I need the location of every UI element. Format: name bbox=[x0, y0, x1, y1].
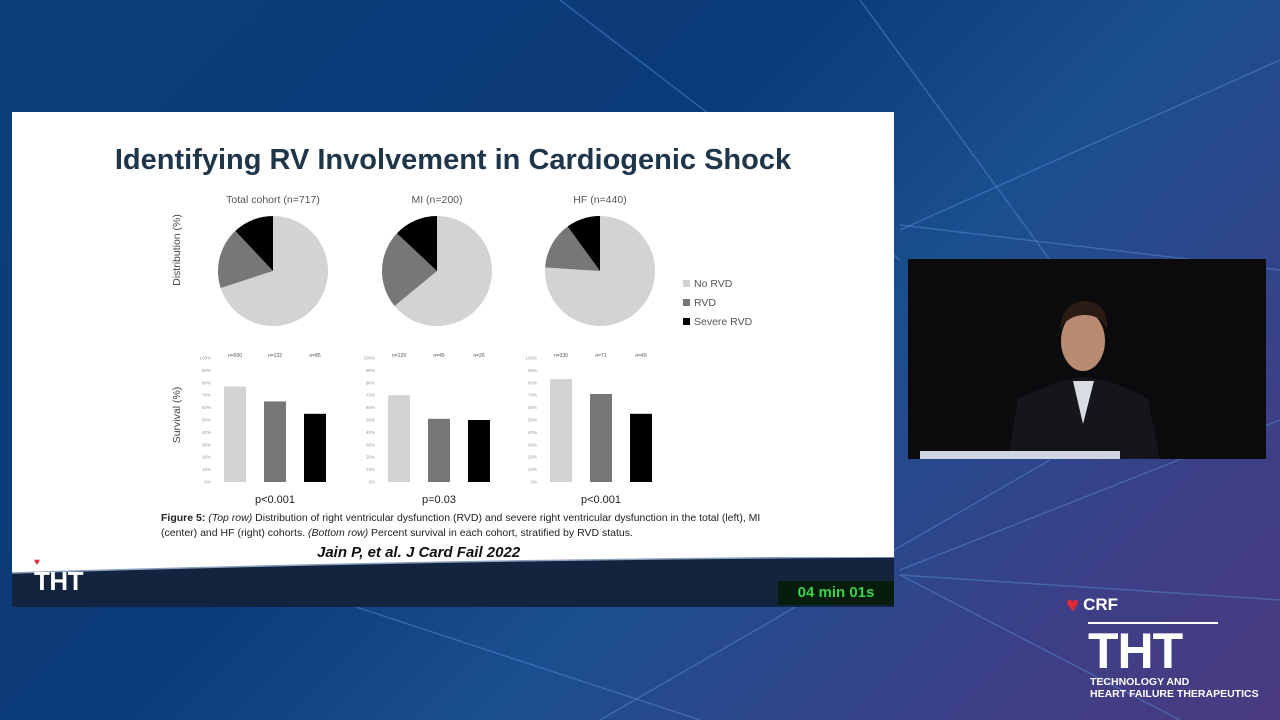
citation: Jain P, et al. J Card Fail 2022 bbox=[317, 544, 521, 561]
bar-y-tick-label: 60% bbox=[202, 405, 211, 410]
bar-y-tick-label: 20% bbox=[528, 455, 537, 460]
bar-y-tick-label: 50% bbox=[366, 418, 375, 423]
speaker-image bbox=[908, 259, 1266, 459]
presentation-slide: Identifying RV Involvement in Cardiogeni… bbox=[12, 112, 894, 607]
pie-slice bbox=[396, 216, 437, 271]
bar-y-tick-label: 30% bbox=[202, 442, 211, 447]
bar-y-tick-label: 40% bbox=[528, 430, 537, 435]
pie-title: MI (n=200) bbox=[411, 194, 462, 206]
survival-bar bbox=[224, 386, 246, 482]
bar-y-tick-label: 0% bbox=[368, 480, 375, 485]
p-value-label: p=0.03 bbox=[422, 494, 456, 506]
bar-y-tick-label: 100% bbox=[525, 356, 537, 361]
figure-caption: Figure 5: (Top row) Distribution of righ… bbox=[161, 511, 761, 541]
pie-slice bbox=[220, 216, 328, 326]
bar-y-tick-label: 10% bbox=[528, 467, 537, 472]
bar-y-tick-label: 90% bbox=[202, 368, 211, 373]
caption-text-1: Distribution of right ventricular dysfun… bbox=[161, 512, 761, 539]
bar-y-tick-label: 90% bbox=[366, 368, 375, 373]
bar-y-tick-label: 20% bbox=[366, 455, 375, 460]
survival-bar bbox=[550, 379, 572, 482]
bar-y-tick-label: 100% bbox=[199, 356, 211, 361]
survival-bar bbox=[304, 413, 326, 482]
bar-y-tick-label: 70% bbox=[366, 393, 375, 398]
survival-bar bbox=[264, 401, 286, 482]
p-value-label: p<0.001 bbox=[255, 494, 295, 506]
figure-charts: Distribution (%) Total cohort (n=717) MI (… bbox=[171, 194, 753, 506]
bar-n-label: n=85 bbox=[309, 353, 320, 359]
crf-text: CRF bbox=[43, 557, 66, 568]
bar-y-tick-label: 80% bbox=[528, 380, 537, 385]
bar-n-label: n=49 bbox=[635, 353, 646, 359]
legend-swatch bbox=[683, 299, 690, 306]
bar-y-tick-label: 10% bbox=[202, 467, 211, 472]
slide-title: Identifying RV Involvement in Cardiogeni… bbox=[114, 144, 792, 176]
crf-tht-logo-small: ♥ CRF THT bbox=[34, 557, 84, 596]
legend-label: RVD bbox=[694, 297, 716, 309]
caption-label: Figure 5: bbox=[161, 512, 206, 524]
survival-bar bbox=[630, 413, 652, 482]
bar-y-tick-label: 30% bbox=[528, 442, 537, 447]
pie-title: Total cohort (n=717) bbox=[226, 194, 320, 206]
bar-y-tick-label: 10% bbox=[366, 467, 375, 472]
caption-bottom-row: (Bottom row) bbox=[308, 527, 369, 539]
bar-y-tick-label: 30% bbox=[366, 442, 375, 447]
bar-n-label: n=129 bbox=[392, 353, 406, 359]
bar-y-tick-label: 20% bbox=[202, 455, 211, 460]
bar-n-label: n=132 bbox=[268, 353, 282, 359]
bar-y-tick-label: 80% bbox=[202, 380, 211, 385]
survival-bar bbox=[388, 395, 410, 482]
survival-bar bbox=[428, 418, 450, 482]
heart-icon: ♥ bbox=[34, 557, 41, 568]
logo-subtitle-2: HEART FAILURE THERAPEUTICS bbox=[1090, 688, 1259, 700]
bar-n-label: n=330 bbox=[554, 353, 568, 359]
tht-text: THT bbox=[1088, 623, 1183, 679]
pie-y-axis-label: Distribution (%) bbox=[171, 214, 183, 286]
pie-slice bbox=[217, 230, 273, 288]
heart-icon: ♥ bbox=[1066, 592, 1080, 617]
slide-footer-band bbox=[12, 557, 894, 607]
speaker-video bbox=[908, 259, 1266, 459]
bar-y-tick-label: 100% bbox=[363, 356, 375, 361]
bar-y-tick-label: 70% bbox=[528, 393, 537, 398]
bar-y-tick-label: 0% bbox=[204, 480, 211, 485]
pie-slice bbox=[381, 233, 437, 307]
bar-y-tick-label: 70% bbox=[202, 393, 211, 398]
bar-y-tick-label: 50% bbox=[528, 418, 537, 423]
bar-y-tick-label: 90% bbox=[528, 368, 537, 373]
countdown-timer: 04 min 01s bbox=[778, 581, 894, 605]
legend-label: No RVD bbox=[694, 278, 733, 290]
logo-divider bbox=[1088, 622, 1218, 624]
caption-top-row: (Top row) bbox=[208, 512, 253, 524]
bar-y-tick-label: 0% bbox=[530, 480, 537, 485]
legend-swatch bbox=[683, 280, 690, 287]
pie-slice bbox=[235, 216, 273, 271]
bar-n-label: n=45 bbox=[433, 353, 444, 359]
bar-y-tick-label: 40% bbox=[366, 430, 375, 435]
crf-tht-logo-large: ♥ CRF THT TECHNOLOGY AND HEART FAILURE TH… bbox=[1066, 592, 1259, 700]
crf-text: CRF bbox=[1083, 595, 1119, 614]
bar-y-axis-label: Survival (%) bbox=[171, 387, 183, 444]
bar-y-tick-label: 60% bbox=[528, 405, 537, 410]
bar-y-tick-label: 50% bbox=[202, 418, 211, 423]
pie-title: HF (n=440) bbox=[573, 194, 626, 206]
pie-slice bbox=[545, 216, 656, 326]
bar-y-tick-label: 40% bbox=[202, 430, 211, 435]
logo-subtitle-1: TECHNOLOGY AND bbox=[1090, 676, 1190, 688]
bar-n-label: n=26 bbox=[473, 353, 484, 359]
p-value-label: p<0.001 bbox=[581, 494, 621, 506]
survival-bar bbox=[590, 394, 612, 482]
pie-slice bbox=[545, 226, 600, 271]
tht-text: THT bbox=[34, 566, 84, 596]
pie-slice bbox=[567, 216, 600, 271]
legend-swatch bbox=[683, 318, 690, 325]
survival-bar bbox=[468, 420, 490, 482]
bar-n-label: n=500 bbox=[228, 353, 242, 359]
bar-n-label: n=71 bbox=[595, 353, 606, 359]
legend-label: Severe RVD bbox=[694, 316, 753, 328]
bar-y-tick-label: 60% bbox=[366, 405, 375, 410]
caption-text-2: Percent survival in each cohort, stratif… bbox=[368, 527, 633, 539]
bar-y-tick-label: 80% bbox=[366, 380, 375, 385]
pie-slice bbox=[394, 216, 492, 326]
